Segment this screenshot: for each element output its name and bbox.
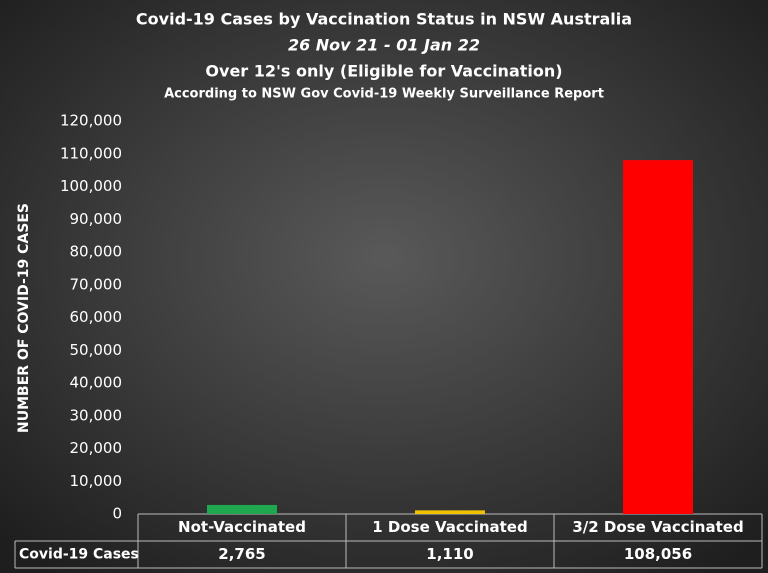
bar [623,160,693,515]
y-tick-label: 90,000 [70,210,123,228]
chart-subtitle: Over 12's only (Eligible for Vaccination… [205,62,562,81]
chart-subtitle: 26 Nov 21 - 01 Jan 22 [288,36,480,55]
y-tick-label: 0 [112,505,122,523]
bar [207,504,277,514]
y-tick-label: 110,000 [60,144,122,162]
table-row-label: Covid-19 Cases [19,547,139,563]
y-tick-label: 120,000 [60,112,122,130]
y-tick-label: 80,000 [70,243,123,261]
table-value: 2,765 [218,545,265,563]
y-tick-label: 70,000 [70,275,123,293]
y-tick-label: 60,000 [70,308,123,326]
y-axis-label: NUMBER OF COVID-19 CASES [16,203,32,433]
table-value: 108,056 [624,545,692,563]
chart-subtitle: According to NSW Gov Covid-19 Weekly Sur… [164,87,604,102]
y-tick-label: 100,000 [60,177,122,195]
y-tick-label: 30,000 [70,406,123,424]
table-value: 1,110 [426,545,473,563]
chart-title: Covid-19 Cases by Vaccination Status in … [136,10,632,29]
x-tick-label: 3/2 Dose Vaccinated [572,518,743,536]
bar [415,510,485,514]
y-tick-label: 10,000 [70,472,123,490]
x-tick-label: 1 Dose Vaccinated [372,518,527,536]
y-tick-label: 20,000 [70,439,123,457]
x-tick-label: Not-Vaccinated [178,518,306,536]
y-tick-label: 50,000 [70,341,123,359]
y-tick-label: 40,000 [70,374,123,392]
